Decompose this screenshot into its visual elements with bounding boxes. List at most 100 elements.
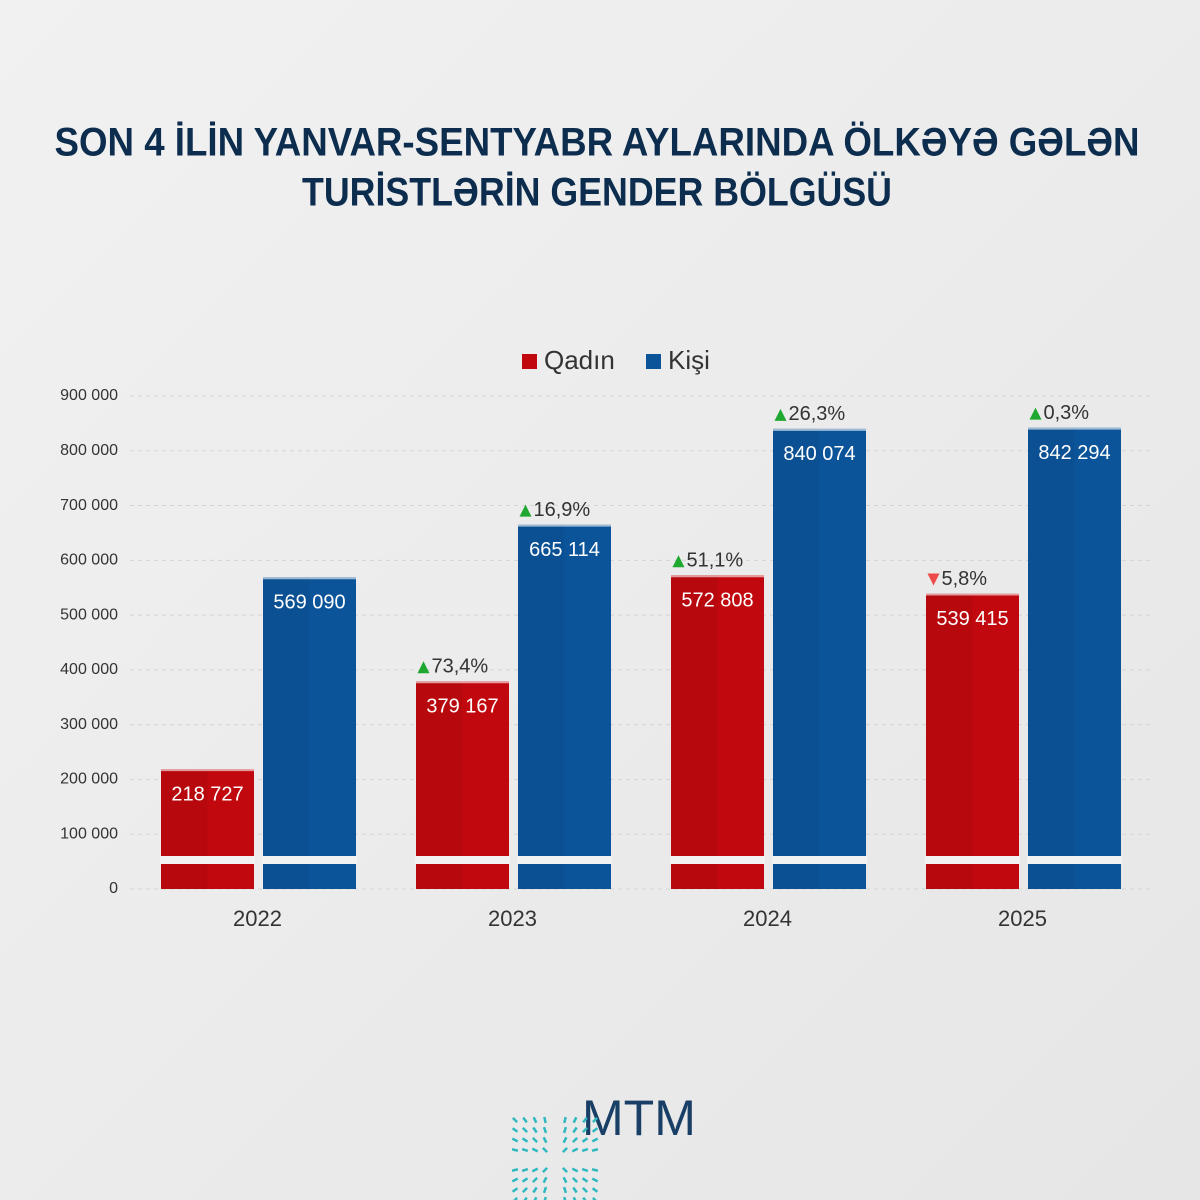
logo-dash [511, 1137, 519, 1143]
bar-shade [773, 428, 820, 889]
logo-dash [562, 1136, 568, 1144]
logo-dash [572, 1196, 577, 1200]
y-tick-label: 700 000 [60, 497, 118, 514]
logo-dash [521, 1167, 529, 1173]
logo-dash [591, 1116, 599, 1124]
axis-break [160, 856, 255, 864]
logo-dash [532, 1126, 538, 1134]
legend-label: Qadın [544, 345, 615, 375]
change-label: 73,4% [432, 656, 489, 678]
logo-dash [511, 1116, 519, 1124]
logo-dash [561, 1146, 569, 1154]
logo-dash [571, 1176, 579, 1184]
logo-dash [572, 1116, 578, 1124]
logo-dash [571, 1167, 579, 1173]
logo-dash [561, 1166, 569, 1174]
x-tick-label: 2022 [233, 906, 282, 931]
y-tick-label: 800 000 [60, 442, 118, 459]
bar-shade [926, 593, 973, 889]
value-label: 842 294 [1038, 442, 1110, 464]
axis-break [517, 856, 612, 864]
logo-dash [571, 1147, 579, 1153]
logo-dash [532, 1186, 538, 1194]
bar-shade [1028, 427, 1075, 889]
logo: MTM [511, 1090, 696, 1200]
legend-swatch [522, 354, 537, 369]
x-tick-label: 2025 [998, 906, 1047, 931]
logo-dash [511, 1168, 519, 1172]
logo-dash [581, 1147, 589, 1153]
y-tick-label: 0 [109, 880, 118, 897]
logo-text: MTM [582, 1090, 696, 1146]
logo-dash [591, 1168, 599, 1172]
legend-swatch [646, 354, 661, 369]
change-arrow [774, 408, 787, 421]
chart-title: TURİSTLƏRİN GENDER BÖLGÜSÜ [302, 170, 892, 215]
change-label: 0,3% [1044, 402, 1090, 424]
change-arrow [1029, 407, 1042, 420]
logo-dash [521, 1186, 529, 1194]
logo-dash [591, 1148, 599, 1152]
logo-dash [562, 1176, 568, 1184]
logo-dash [542, 1176, 548, 1184]
logo-dash [591, 1196, 597, 1200]
logo-dash [523, 1196, 528, 1200]
logo-dash [543, 1196, 547, 1200]
change-arrow [519, 504, 532, 517]
logo-dash [532, 1116, 538, 1124]
y-tick-label: 600 000 [60, 552, 118, 569]
logo-dash [591, 1137, 599, 1143]
change-label: 26,3% [789, 403, 846, 425]
logo-dash [571, 1136, 579, 1144]
change-label: 5,8% [942, 568, 988, 590]
legend-label: Kişi [668, 345, 710, 375]
logo-dash [521, 1177, 529, 1183]
logo-dash [581, 1186, 589, 1194]
logo-dash [511, 1127, 519, 1133]
logo-dash [542, 1186, 548, 1194]
x-tick-label: 2023 [488, 906, 537, 931]
logo-dash [572, 1186, 578, 1194]
logo-dash [521, 1137, 529, 1143]
axis-break [1027, 856, 1122, 864]
logo-dash [581, 1126, 589, 1134]
logo-dash [581, 1167, 589, 1173]
logo-dash [591, 1127, 599, 1133]
logo-dash [531, 1147, 539, 1153]
x-tick-label: 2024 [743, 906, 792, 931]
logo-dash [542, 1136, 548, 1144]
axis-break [925, 856, 1020, 864]
logo-dash [581, 1137, 589, 1143]
axis-break [670, 856, 765, 864]
logo-dash [521, 1126, 529, 1134]
change-arrow [927, 573, 940, 586]
logo-dash [511, 1187, 519, 1193]
axis-break [262, 856, 357, 864]
value-label: 569 090 [273, 592, 345, 614]
logo-dash [531, 1167, 539, 1173]
logo-dash [541, 1166, 549, 1174]
logo-dash [582, 1116, 588, 1124]
logo-dash [531, 1136, 539, 1144]
bar-shade [416, 681, 463, 889]
y-tick-label: 500 000 [60, 606, 118, 623]
y-tick-label: 200 000 [60, 771, 118, 788]
value-label: 218 727 [171, 783, 243, 805]
logo-dash [542, 1126, 548, 1134]
logo-dash [541, 1146, 549, 1154]
logo-dash [591, 1187, 599, 1193]
axis-break [415, 856, 510, 864]
logo-dash [511, 1148, 519, 1152]
y-tick-label: 900 000 [60, 387, 118, 404]
value-label: 665 114 [529, 539, 600, 561]
y-tick-label: 400 000 [60, 661, 118, 678]
logo-dash [563, 1116, 567, 1124]
bar-shade [518, 524, 565, 889]
logo-dash [521, 1147, 529, 1153]
y-tick-label: 100 000 [60, 825, 118, 842]
logo-dash [522, 1116, 528, 1124]
logo-dash [543, 1116, 547, 1124]
bar-shade [161, 769, 208, 889]
logo-dash [572, 1126, 578, 1134]
